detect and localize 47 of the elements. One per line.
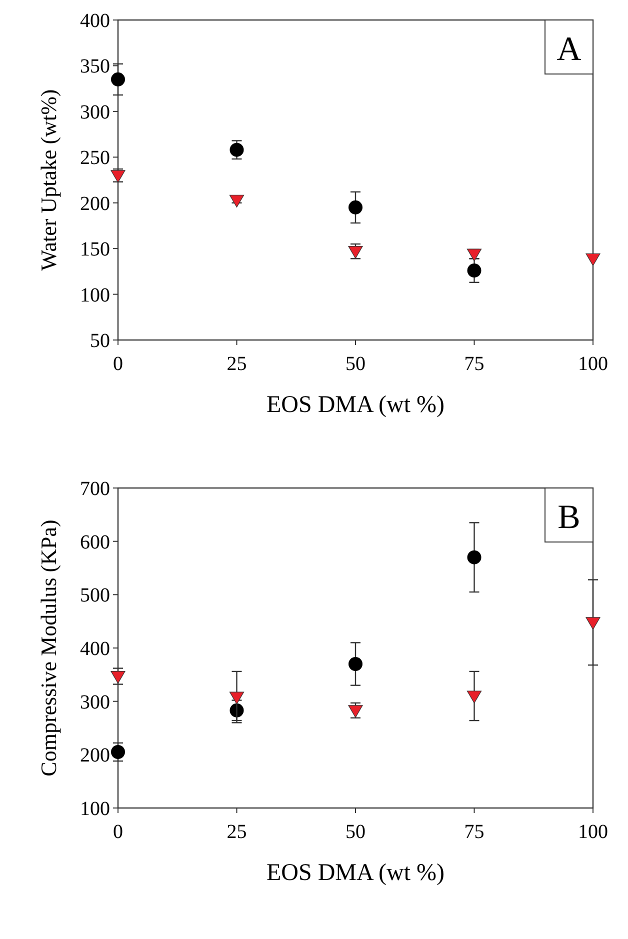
y-tick-label: 100 — [80, 798, 110, 820]
y-tick-label: 200 — [80, 744, 110, 767]
point — [467, 550, 482, 564]
x-axis-title: EOS DMA (wt %) — [266, 392, 444, 418]
y-tick-label: 100 — [80, 284, 110, 306]
point — [348, 657, 362, 671]
y-tick-label: 500 — [80, 584, 110, 607]
point — [229, 692, 244, 704]
x-tick-label: 100 — [578, 353, 608, 375]
y-tick-label: 200 — [80, 192, 110, 215]
point — [586, 253, 600, 266]
point — [111, 72, 125, 86]
point — [110, 170, 126, 183]
point — [110, 670, 126, 684]
point — [466, 690, 482, 704]
point — [111, 745, 125, 759]
point — [586, 617, 600, 630]
point — [348, 246, 363, 259]
y-tick-label: 300 — [80, 101, 110, 124]
y-tick-label: 400 — [80, 10, 110, 32]
x-tick-label: 100 — [578, 821, 608, 843]
annotation: B — [558, 499, 580, 536]
y-tick-label: 700 — [80, 478, 110, 500]
point — [348, 200, 362, 214]
y-tick-label: 600 — [80, 531, 110, 554]
x-tick-label: 25 — [226, 821, 247, 843]
x-tick-label: 25 — [226, 353, 247, 375]
y-tick-label: 250 — [80, 147, 110, 170]
x-tick-label: 50 — [346, 353, 366, 375]
x-tick-label: 0 — [113, 353, 123, 375]
point — [348, 705, 363, 718]
x-tick-label: 75 — [464, 821, 484, 843]
point — [467, 264, 482, 278]
y-tick-label: 150 — [80, 238, 110, 261]
annotation: A — [556, 31, 582, 68]
point — [230, 142, 244, 157]
y-axis-title: Water Uptake (wt%) — [36, 89, 61, 271]
x-tick-label: 75 — [464, 353, 484, 375]
point — [229, 194, 244, 208]
x-tick-label: 0 — [113, 821, 123, 843]
y-axis-title: Compressive Modulus (KPa) — [36, 520, 61, 776]
x-tick-label: 50 — [346, 821, 366, 843]
y-tick-label: 400 — [80, 638, 110, 660]
x-axis-title: EOS DMA (wt %) — [266, 860, 444, 886]
y-tick-label: 300 — [80, 691, 110, 714]
y-tick-label: 350 — [80, 56, 110, 78]
y-tick-label: 50 — [90, 330, 110, 352]
